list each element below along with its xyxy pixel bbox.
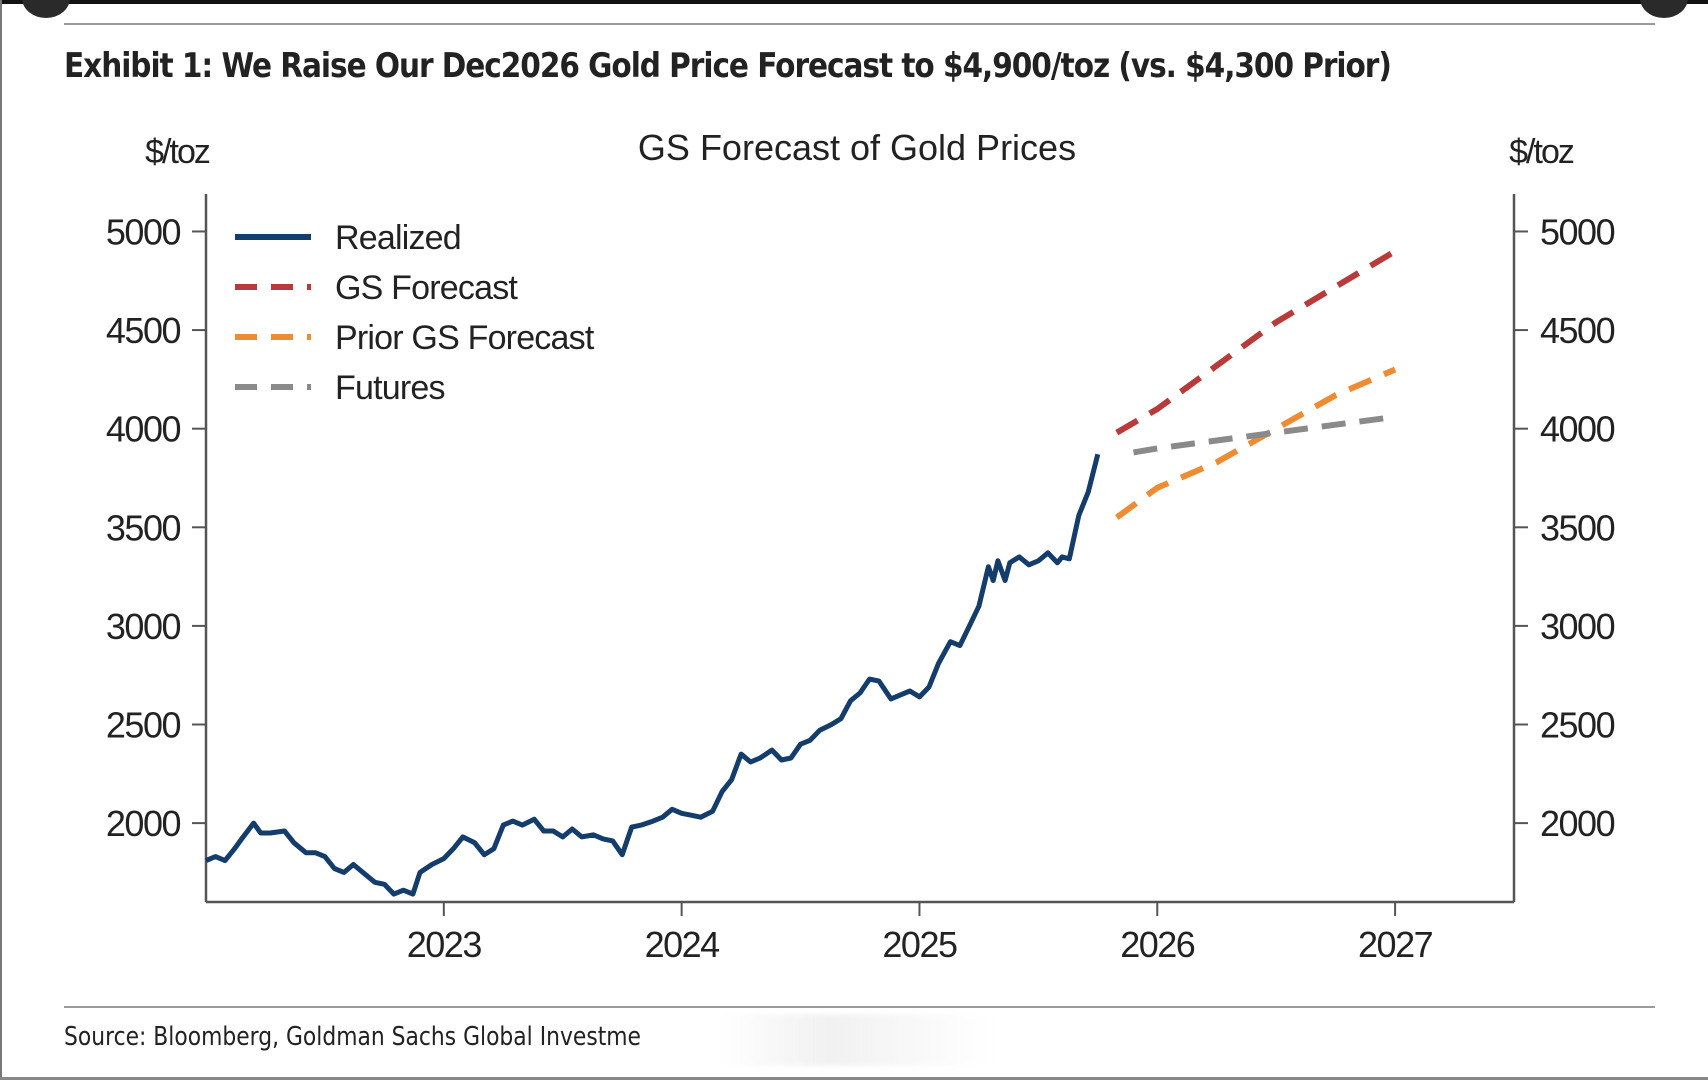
x-tick-label: 2024 [645, 924, 720, 965]
chart-title: GS Forecast of Gold Prices [638, 127, 1076, 168]
gold-price-chart: GS Forecast of Gold Prices $/toz $/toz 2… [106, 127, 1616, 965]
x-tick-label: 2023 [407, 924, 482, 965]
y-axis-label-left: $/toz [145, 133, 210, 171]
exhibit-title: Exhibit 1: We Raise Our Dec2026 Gold Pri… [64, 46, 1392, 86]
legend-label: GS Forecast [335, 269, 518, 307]
y-tick-label-left: 2000 [106, 803, 181, 844]
legend: Realized GS Forecast Prior GS Forecast Futu… [235, 219, 596, 407]
window-top-edge [0, 0, 1708, 4]
series-realized [205, 453, 1101, 897]
legend-label: Realized [335, 219, 461, 257]
y-tick-label-right: 5000 [1540, 211, 1615, 252]
watermark-overlay [720, 1014, 990, 1066]
y-tick-label-right: 4000 [1540, 409, 1615, 450]
x-tick-label: 2026 [1120, 924, 1195, 965]
x-tick-label: 2025 [882, 924, 957, 965]
corner-knob-right [1640, 0, 1688, 18]
series-gs-forecast [1115, 248, 1397, 436]
top-divider [64, 23, 1655, 25]
legend-label: Futures [335, 369, 445, 407]
series-layer [205, 248, 1397, 897]
y-tick-label-left: 5000 [106, 211, 181, 252]
series-futures [1133, 413, 1396, 456]
x-tick-label: 2027 [1358, 924, 1433, 965]
source-note: Source: Bloomberg, Goldman Sachs Global … [64, 1022, 642, 1052]
y-tick-label-left: 3000 [106, 606, 181, 647]
bottom-divider [64, 1006, 1655, 1008]
legend-label: Prior GS Forecast [335, 319, 595, 357]
y-tick-label-left: 2500 [106, 705, 181, 746]
y-tick-label-right: 3000 [1540, 606, 1615, 647]
y-tick-label-left: 4500 [106, 310, 181, 351]
y-tick-label-right: 4500 [1540, 310, 1615, 351]
axes: 2000 2000 2500 2500 3000 3000 3500 3500 4000 4000… [106, 194, 1616, 965]
y-axis-label-right: $/toz [1509, 133, 1574, 171]
y-tick-label-right: 2000 [1540, 803, 1615, 844]
corner-knob-left [22, 0, 70, 18]
y-tick-label-right: 3500 [1540, 507, 1615, 548]
window-bottom-edge [0, 1077, 1708, 1080]
y-tick-label-right: 2500 [1540, 705, 1615, 746]
y-tick-label-left: 3500 [106, 507, 181, 548]
window-left-edge [0, 0, 2, 1080]
y-tick-label-left: 4000 [106, 409, 181, 450]
series-prior-gs-forecast [1115, 366, 1397, 520]
